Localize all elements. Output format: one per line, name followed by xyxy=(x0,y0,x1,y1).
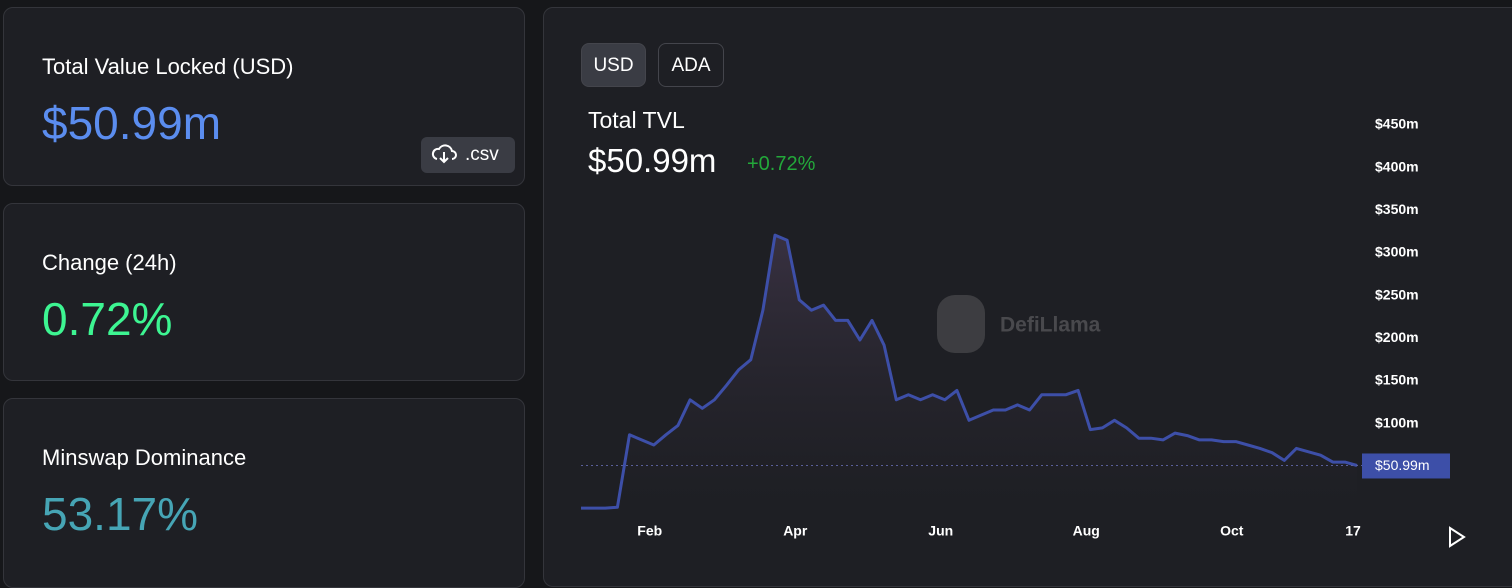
y-tick-label: $400m xyxy=(1375,158,1419,174)
x-tick-label: Feb xyxy=(637,523,662,539)
card-label: Change (24h) xyxy=(42,250,177,275)
last-value-box xyxy=(1362,453,1450,479)
area xyxy=(581,235,1357,509)
csv-label: .csv xyxy=(465,144,499,165)
card-value: 53.17% xyxy=(42,488,199,540)
card-value: 0.72% xyxy=(42,293,173,345)
chart-change: +0.72% xyxy=(747,153,816,175)
y-tick-label: $150m xyxy=(1375,372,1419,388)
line xyxy=(581,233,1358,510)
download-icon xyxy=(431,144,457,164)
x-tick-label: Jun xyxy=(928,523,953,539)
watermark: DefiLlama xyxy=(937,295,1101,353)
x-tick-label: Aug xyxy=(1073,523,1100,539)
chart-title: Total TVL xyxy=(588,107,685,133)
tvl-card: Total Value Locked (USD) $50.99m .csv xyxy=(3,7,525,186)
last-value-label: $50.99m xyxy=(1375,457,1429,473)
watermark-text: DefiLlama xyxy=(1000,314,1101,337)
x-tick-label: 17 xyxy=(1345,523,1361,539)
x-tick-label: Oct xyxy=(1220,523,1244,539)
card-value: $50.99m xyxy=(42,97,222,149)
card-label: Minswap Dominance xyxy=(42,445,247,470)
dominance-card: Minswap Dominance 53.17% xyxy=(3,398,525,588)
play-icon[interactable] xyxy=(1449,526,1466,548)
y-tick-label: $200m xyxy=(1375,329,1419,345)
csv-button[interactable]: .csv xyxy=(421,137,515,173)
chart: DefiLlama $100m $150m $200m $250m $300m $350m… xyxy=(581,116,1466,548)
y-tick-label: $300m xyxy=(1375,244,1419,260)
y-tick-label: $250m xyxy=(1375,286,1419,302)
x-tick-label: Apr xyxy=(783,523,808,539)
usd-toggle[interactable]: USD xyxy=(581,43,646,87)
y-tick-label: $450m xyxy=(1375,116,1419,132)
chart-subtitle: $50.99m xyxy=(588,142,717,179)
page: Total Value Locked (USD) $50.99m .csv Ch… xyxy=(3,7,1512,588)
y-tick-label: $350m xyxy=(1375,201,1419,217)
y-tick-label: $100m xyxy=(1375,414,1419,430)
card-label: Total Value Locked (USD) xyxy=(42,54,294,79)
ada-toggle[interactable]: ADA xyxy=(658,43,724,87)
change-card: Change (24h) 0.72% xyxy=(3,203,525,381)
